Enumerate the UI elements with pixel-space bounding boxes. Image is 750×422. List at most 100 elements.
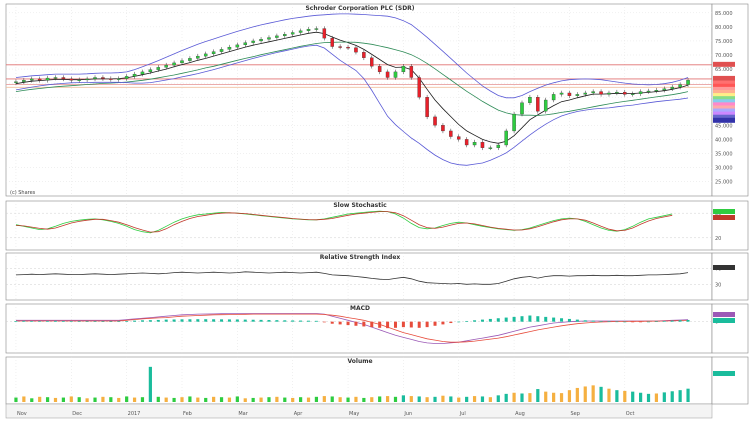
macd-histogram-bar	[425, 321, 429, 328]
x-tick-label: Aug	[515, 411, 525, 417]
volume-bar	[457, 397, 461, 402]
volume-bar	[449, 396, 453, 402]
x-tick-label: Mar	[238, 411, 248, 417]
volume-bar	[77, 397, 81, 402]
volume-bar	[409, 396, 413, 402]
macd-histogram-bar	[354, 321, 358, 326]
volume-bar	[393, 396, 398, 402]
candle-body	[330, 37, 334, 47]
right-axis-strip-macd	[711, 303, 749, 354]
y-tick-label: 80	[715, 211, 721, 217]
volume-bar	[354, 396, 358, 402]
macd-histogram-bar	[631, 321, 635, 323]
macd-histogram-bar	[670, 320, 674, 322]
macd-histogram-bar	[283, 320, 287, 322]
y-tick-label: 25.000	[715, 180, 733, 186]
y-tick-label: 70.000	[715, 53, 733, 59]
macd-histogram-bar	[125, 320, 129, 322]
macd-histogram-bar	[409, 321, 413, 328]
volume-bar	[330, 396, 334, 402]
macd-histogram-bar	[433, 321, 437, 326]
candle-body	[385, 71, 390, 78]
candle-body	[116, 78, 121, 80]
candle-body	[480, 142, 485, 148]
candle-body	[536, 97, 540, 112]
volume-bar	[607, 388, 611, 402]
macd-histogram-bar	[77, 321, 81, 322]
candle-body	[61, 77, 66, 80]
volume-bar	[101, 396, 105, 402]
macd-histogram-bar	[235, 319, 239, 322]
candle-body	[30, 78, 34, 81]
macd-histogram-bar	[101, 321, 105, 322]
macd-histogram-bar	[504, 317, 508, 322]
price-tag-marker	[713, 99, 735, 105]
right-axis-strip-rsi	[711, 252, 749, 301]
volume-bar	[496, 395, 500, 402]
volume-bar	[212, 396, 216, 402]
volume-bar	[196, 397, 200, 402]
volume-bar	[227, 397, 232, 402]
x-tick-label: Feb	[183, 411, 192, 417]
candle-body	[686, 80, 690, 85]
volume-bar	[417, 396, 421, 402]
macd-histogram-bar	[346, 321, 350, 326]
macd-histogram-bar	[607, 321, 611, 322]
volume-bar	[520, 393, 524, 402]
candle-body	[235, 44, 240, 48]
candle-body	[275, 35, 279, 38]
macd-histogram-bar	[623, 321, 627, 323]
candle-body	[346, 46, 350, 49]
price-tag-marker	[713, 93, 735, 99]
macd-histogram-bar	[647, 321, 651, 323]
macd-histogram-bar	[148, 320, 152, 322]
candle-body	[306, 28, 311, 31]
candle-body	[654, 90, 659, 92]
macd-histogram-bar	[520, 316, 524, 322]
volume-bar	[314, 396, 319, 402]
candle-body	[243, 42, 248, 46]
rsi-title: Relative Strength Index	[320, 254, 401, 261]
macd-histogram-bar	[156, 319, 160, 322]
candle-body	[488, 147, 493, 149]
volume-bar	[275, 396, 279, 402]
candle-body	[504, 130, 508, 146]
macd-histogram-bar	[251, 319, 255, 322]
macd-histogram-bar	[567, 318, 571, 322]
macd-histogram-bar	[686, 319, 690, 322]
candle-body	[22, 80, 26, 82]
volume-bar	[425, 397, 429, 402]
y-tick-label: 45.000	[715, 123, 733, 129]
macd-histogram-bar	[117, 321, 121, 322]
macd-histogram-bar	[188, 319, 192, 322]
macd-histogram-bar	[212, 319, 216, 322]
stochastic-line-0	[15, 210, 673, 234]
volume-bar	[615, 390, 619, 402]
macd-histogram-bar	[314, 320, 318, 322]
overlay-line-ma_slow	[15, 41, 689, 116]
candle-body	[322, 28, 327, 39]
price-tag-marker	[713, 117, 735, 123]
volume-bar	[30, 398, 34, 402]
candle-body	[559, 92, 564, 95]
price-tag-marker	[713, 83, 735, 89]
macd-histogram-bar	[227, 319, 231, 322]
volume-bar	[544, 391, 548, 402]
volume-bar	[678, 390, 682, 402]
volume-bar	[512, 392, 516, 402]
volume-bar	[69, 396, 73, 402]
candle-body	[449, 130, 453, 137]
macd-histogram-bar	[544, 316, 548, 322]
macd-histogram-bar	[180, 319, 184, 322]
macd-histogram-bar	[330, 321, 334, 324]
macd-histogram-bar	[654, 321, 658, 322]
macd-histogram-bar	[449, 321, 453, 324]
candle-body	[93, 77, 97, 80]
price-tag-marker	[713, 61, 735, 67]
x-tick-label: Jun	[403, 411, 412, 417]
candle-body	[678, 84, 682, 88]
volume-bar	[378, 396, 382, 402]
candle-body	[591, 91, 595, 94]
macd-histogram-bar	[591, 320, 595, 322]
macd-histogram-bar	[204, 319, 208, 322]
